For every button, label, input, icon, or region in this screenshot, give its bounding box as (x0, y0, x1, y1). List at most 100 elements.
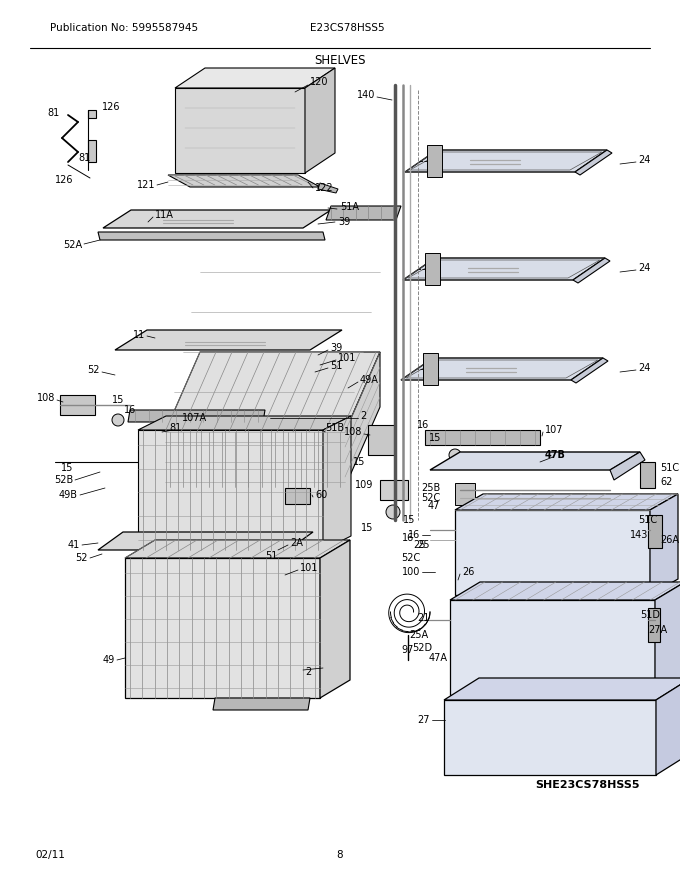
Text: 97: 97 (402, 645, 414, 655)
Text: 15: 15 (360, 523, 373, 533)
Text: E23CS78HSS5: E23CS78HSS5 (310, 23, 385, 33)
Text: 143: 143 (630, 530, 648, 540)
Text: 122: 122 (315, 183, 334, 193)
Polygon shape (285, 488, 310, 504)
Polygon shape (368, 425, 395, 455)
Polygon shape (125, 558, 320, 698)
Polygon shape (98, 232, 325, 240)
Text: 51: 51 (330, 361, 342, 371)
Polygon shape (444, 700, 656, 775)
Polygon shape (650, 494, 678, 595)
Text: SHE23CS78HSS5: SHE23CS78HSS5 (535, 780, 639, 790)
Text: 47A: 47A (429, 653, 448, 663)
Polygon shape (455, 510, 650, 595)
Text: 62: 62 (660, 477, 673, 487)
Text: 02/11: 02/11 (35, 850, 65, 860)
Polygon shape (125, 540, 350, 558)
Polygon shape (455, 494, 678, 510)
Text: 15: 15 (112, 395, 124, 405)
Polygon shape (323, 416, 351, 550)
Polygon shape (640, 462, 655, 488)
Polygon shape (138, 416, 351, 430)
Text: 51C: 51C (638, 515, 657, 525)
Text: 16: 16 (417, 420, 429, 430)
Text: 81: 81 (169, 423, 181, 433)
Text: 39: 39 (338, 217, 350, 227)
Text: 15: 15 (403, 515, 415, 525)
Polygon shape (175, 68, 335, 88)
Text: 107A: 107A (182, 413, 207, 423)
Polygon shape (380, 480, 408, 500)
Polygon shape (425, 253, 440, 285)
Polygon shape (305, 68, 335, 173)
Text: 15: 15 (61, 463, 73, 473)
Text: 121: 121 (137, 180, 155, 190)
Text: 25A: 25A (409, 630, 428, 640)
Polygon shape (326, 206, 401, 220)
Polygon shape (405, 150, 607, 172)
Text: 81: 81 (48, 108, 60, 118)
Text: 140: 140 (356, 90, 375, 100)
Text: 52D: 52D (412, 643, 432, 653)
Text: 16: 16 (408, 530, 420, 540)
Text: 27: 27 (418, 715, 430, 725)
Text: 24: 24 (638, 155, 650, 165)
Polygon shape (425, 430, 540, 445)
Text: 47B: 47B (545, 450, 566, 460)
Polygon shape (656, 678, 680, 775)
Text: 100: 100 (402, 567, 420, 577)
Polygon shape (610, 452, 645, 480)
Text: 51: 51 (265, 551, 277, 561)
Text: Publication No: 5995587945: Publication No: 5995587945 (50, 23, 198, 33)
Text: 52: 52 (88, 365, 100, 375)
Text: 51C: 51C (660, 463, 679, 473)
Text: 2: 2 (305, 667, 311, 677)
Polygon shape (450, 600, 655, 695)
Polygon shape (648, 515, 662, 548)
Text: 49B: 49B (59, 490, 78, 500)
Text: 101: 101 (338, 353, 356, 363)
Text: 15: 15 (353, 457, 365, 467)
Text: 16: 16 (124, 405, 136, 415)
Circle shape (386, 505, 400, 519)
Text: 39: 39 (330, 343, 342, 353)
Text: 126: 126 (102, 102, 120, 112)
Polygon shape (648, 608, 660, 642)
Text: 41: 41 (68, 540, 80, 550)
Text: 15: 15 (429, 433, 441, 443)
Polygon shape (60, 395, 95, 415)
Text: 109: 109 (355, 480, 373, 490)
Text: 52C: 52C (421, 493, 440, 503)
Polygon shape (345, 352, 380, 487)
Text: 107: 107 (545, 425, 564, 435)
Text: 51D: 51D (640, 610, 660, 620)
Text: 49A: 49A (360, 375, 379, 385)
Text: 52C: 52C (401, 553, 420, 563)
Polygon shape (573, 258, 610, 283)
Text: 51B: 51B (325, 423, 344, 433)
Text: 26A: 26A (660, 535, 679, 545)
Text: 25: 25 (413, 540, 426, 550)
Text: 120: 120 (310, 77, 328, 87)
Polygon shape (401, 358, 603, 380)
Polygon shape (168, 175, 320, 187)
Text: 49: 49 (103, 655, 115, 665)
Polygon shape (175, 88, 305, 173)
Text: 24: 24 (638, 263, 650, 273)
Text: SHELVES: SHELVES (314, 54, 366, 67)
Text: 25B: 25B (421, 483, 440, 493)
Text: 51A: 51A (340, 202, 359, 212)
Polygon shape (575, 150, 612, 175)
Polygon shape (115, 330, 342, 350)
Text: 26: 26 (462, 567, 475, 577)
Text: 27A: 27A (648, 625, 667, 635)
Polygon shape (165, 352, 380, 432)
Text: 108: 108 (343, 427, 362, 437)
Polygon shape (213, 698, 310, 710)
Polygon shape (165, 432, 345, 487)
Text: 52B: 52B (54, 475, 73, 485)
Text: 25: 25 (418, 540, 430, 550)
Circle shape (112, 414, 124, 426)
Polygon shape (320, 540, 350, 698)
Text: 108: 108 (37, 393, 55, 403)
